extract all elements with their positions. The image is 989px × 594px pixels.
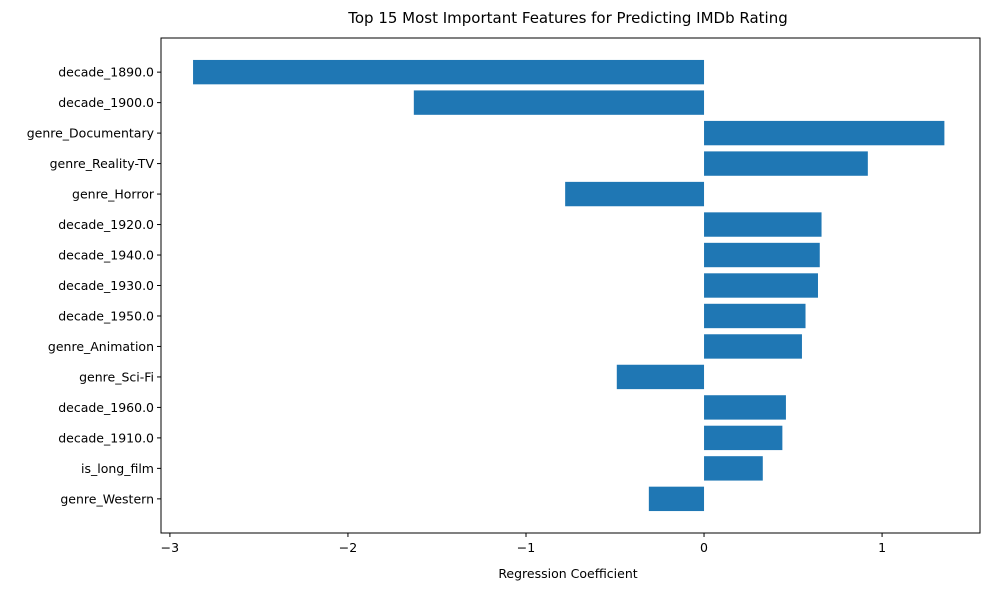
x-tick-label: −1	[517, 540, 535, 555]
bar-decade_1900.0	[413, 90, 705, 115]
plot-frame	[160, 37, 981, 534]
x-tick-label: 1	[878, 540, 886, 555]
y-tick-label: genre_Reality-TV	[50, 156, 155, 171]
y-tick-label: decade_1940.0	[58, 248, 154, 263]
y-tick-label: genre_Western	[60, 491, 154, 506]
bar-decade_1940.0	[704, 242, 820, 268]
chart-title: Top 15 Most Important Features for Predi…	[347, 9, 788, 27]
y-tick-label: genre_Horror	[72, 187, 155, 202]
bar-decade_1920.0	[704, 212, 822, 237]
bar-genre_Documentary	[704, 120, 945, 146]
x-tick-label: 0	[700, 540, 708, 555]
y-tick-label: decade_1910.0	[58, 430, 154, 445]
bar-decade_1960.0	[704, 395, 786, 420]
bar-decade_1910.0	[704, 425, 783, 451]
x-tick-label: −3	[161, 540, 179, 555]
x-axis-ticks: −3 −2 −1 0 1	[161, 533, 886, 555]
y-tick-label: genre_Documentary	[27, 126, 155, 141]
y-tick-label: genre_Animation	[48, 339, 154, 354]
x-tick-label: −2	[339, 540, 357, 555]
bar-genre_Western	[648, 486, 705, 512]
y-tick-label: decade_1930.0	[58, 278, 154, 293]
y-tick-label: decade_1890.0	[58, 65, 154, 80]
bar-genre_Animation	[704, 334, 802, 359]
y-tick-label: decade_1960.0	[58, 400, 154, 415]
y-tick-label: decade_1950.0	[58, 308, 154, 323]
bars-layer	[193, 59, 945, 512]
bar-decade_1890.0	[193, 59, 705, 85]
bar-genre_Sci-Fi	[616, 364, 705, 390]
y-tick-label: genre_Sci-Fi	[79, 369, 154, 384]
bar-decade_1930.0	[704, 273, 818, 298]
y-axis-ticks: decade_1890.0 decade_1900.0 genre_Document…	[27, 65, 161, 506]
bar-genre_Reality-TV	[704, 151, 868, 176]
y-tick-label: decade_1920.0	[58, 217, 154, 232]
x-axis-label: Regression Coefficient	[498, 566, 637, 581]
y-tick-label: is_long_film	[81, 461, 154, 476]
y-tick-label: decade_1900.0	[58, 95, 154, 110]
bar-decade_1950.0	[704, 303, 806, 329]
bar-genre_Horror	[565, 181, 705, 207]
bar-is_long_film	[704, 456, 763, 481]
